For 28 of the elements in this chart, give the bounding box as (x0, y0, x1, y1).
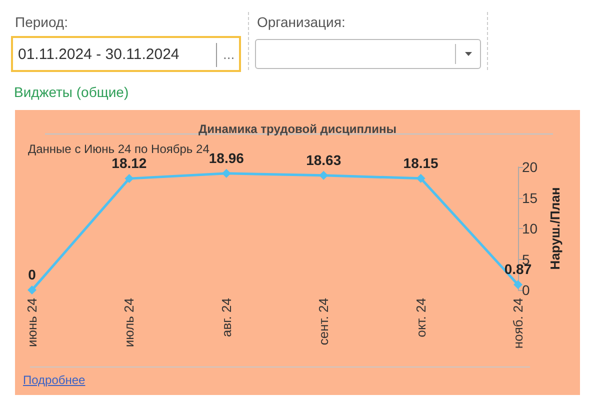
point (28, 286, 36, 294)
y-axis-title: Наруш./План (547, 187, 562, 270)
x-tick-label: сент. 24 (316, 298, 332, 346)
x-tick-label: июнь 24 (24, 298, 40, 348)
text: Организация: (257, 14, 346, 30)
y-tick-label: 0 (522, 282, 530, 298)
point (319, 170, 328, 180)
point (124, 174, 134, 184)
x-tick-label: июль 24 (122, 298, 137, 348)
point (222, 168, 231, 178)
y-tick-label: 10 (522, 220, 538, 236)
text: 01.11.2024 - 30.11.2024 (18, 46, 180, 63)
data-label: 18.96 (208, 150, 244, 166)
x-tick-label: авг. 24 (218, 298, 234, 337)
chart-subtitle: Данные с Июнь 24 по Ноябрь 24 (28, 142, 210, 156)
text: Подробнее (23, 373, 86, 387)
data-label: 18.63 (306, 152, 342, 168)
x-tick-label: окт. 24 (413, 298, 428, 338)
data-label: 18.12 (112, 155, 147, 172)
x-tick-label: нояб. 24 (510, 298, 526, 349)
text: Период: (15, 14, 68, 30)
data-label: 0 (28, 266, 36, 282)
y-tick-label: 20 (522, 159, 538, 175)
chart-title: Динамика трудовой дисциплины (198, 122, 396, 136)
text: Виджеты (общие) (14, 84, 129, 100)
text: ... (223, 46, 235, 62)
data-label: 18.15 (403, 154, 439, 171)
y-tick-label: 15 (522, 190, 538, 206)
